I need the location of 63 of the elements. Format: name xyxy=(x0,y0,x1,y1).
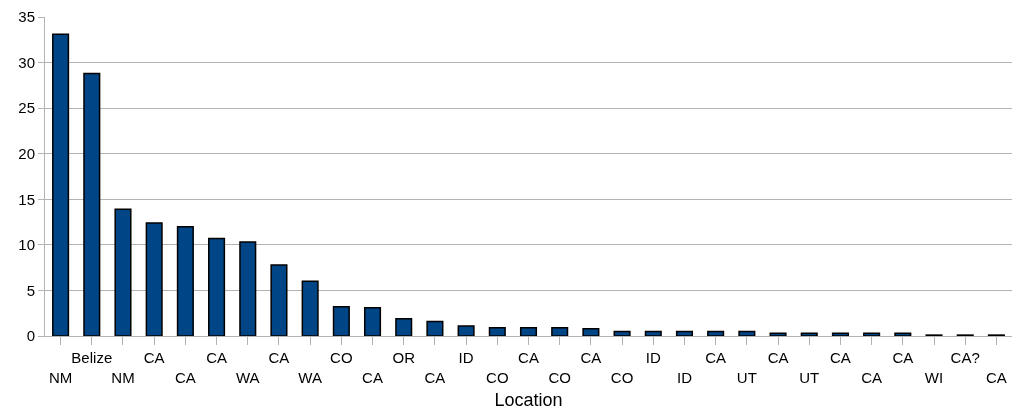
x-tick-label: CA xyxy=(892,349,914,366)
bar xyxy=(457,325,475,336)
bar xyxy=(145,222,163,336)
x-axis-title: Location xyxy=(494,389,563,410)
x-tick-label: CO xyxy=(486,368,509,386)
x-tick-label: CA xyxy=(580,349,602,366)
y-tick-label: 5 xyxy=(26,281,35,299)
x-tick-label: ID xyxy=(645,349,661,366)
x-tick-label: CA? xyxy=(950,349,980,366)
y-tick-label: 20 xyxy=(18,144,35,162)
x-tick-label: OR xyxy=(392,349,416,366)
bar xyxy=(239,241,257,336)
bar xyxy=(270,264,288,336)
x-tick-label: CA xyxy=(518,349,539,366)
x-tick-label: CA xyxy=(767,349,789,366)
x-tick-label: CA xyxy=(206,349,227,366)
x-tick-label: CA xyxy=(830,349,851,366)
bar xyxy=(582,327,600,336)
x-tick-label: CA xyxy=(861,368,883,386)
x-tick-label: WA xyxy=(235,368,260,386)
bar xyxy=(332,306,350,336)
bar xyxy=(613,330,631,336)
x-tick-label: WA xyxy=(298,368,322,386)
x-tick-label: NM xyxy=(48,368,73,386)
bar xyxy=(176,225,194,336)
x-tick-label: CO xyxy=(610,368,634,386)
x-tick-label: CO xyxy=(330,349,353,366)
x-tick-label: ID xyxy=(676,368,693,386)
y-tick-label: 0 xyxy=(26,327,35,345)
bar xyxy=(707,330,725,336)
y-tick-label: 35 xyxy=(18,8,35,26)
x-tick-label: UT xyxy=(799,368,820,386)
y-tick-label: 10 xyxy=(18,236,35,254)
x-tick-label: NM xyxy=(111,368,135,386)
y-tick-label: 15 xyxy=(18,190,35,208)
x-tick-label: CA xyxy=(705,349,727,366)
x-tick-label: WI xyxy=(924,368,944,386)
bar xyxy=(208,237,226,336)
bar xyxy=(675,330,694,336)
bar xyxy=(83,72,101,336)
bar xyxy=(519,327,538,336)
bar xyxy=(395,317,413,336)
x-tick-label: Belize xyxy=(71,349,113,366)
bar xyxy=(114,208,132,336)
x-tick-label: ID xyxy=(458,349,474,366)
x-tick-label: UT xyxy=(736,368,757,386)
bar xyxy=(52,33,70,336)
bar xyxy=(488,327,506,336)
y-tick-label: 25 xyxy=(18,99,35,117)
x-tick-label: CA xyxy=(424,368,446,386)
x-tick-label: CA xyxy=(268,349,290,366)
y-tick-label: 30 xyxy=(18,53,35,71)
bar xyxy=(363,307,382,336)
x-tick-label: CA xyxy=(143,349,165,366)
x-tick-label: CA xyxy=(985,368,1007,386)
x-tick-label: CO xyxy=(548,368,571,386)
bar xyxy=(301,280,319,336)
bar xyxy=(644,330,662,336)
bar xyxy=(551,327,569,336)
x-tick-label: CA xyxy=(362,368,383,386)
x-tick-label: CA xyxy=(174,368,196,386)
bar xyxy=(426,320,444,336)
bar xyxy=(738,330,756,336)
